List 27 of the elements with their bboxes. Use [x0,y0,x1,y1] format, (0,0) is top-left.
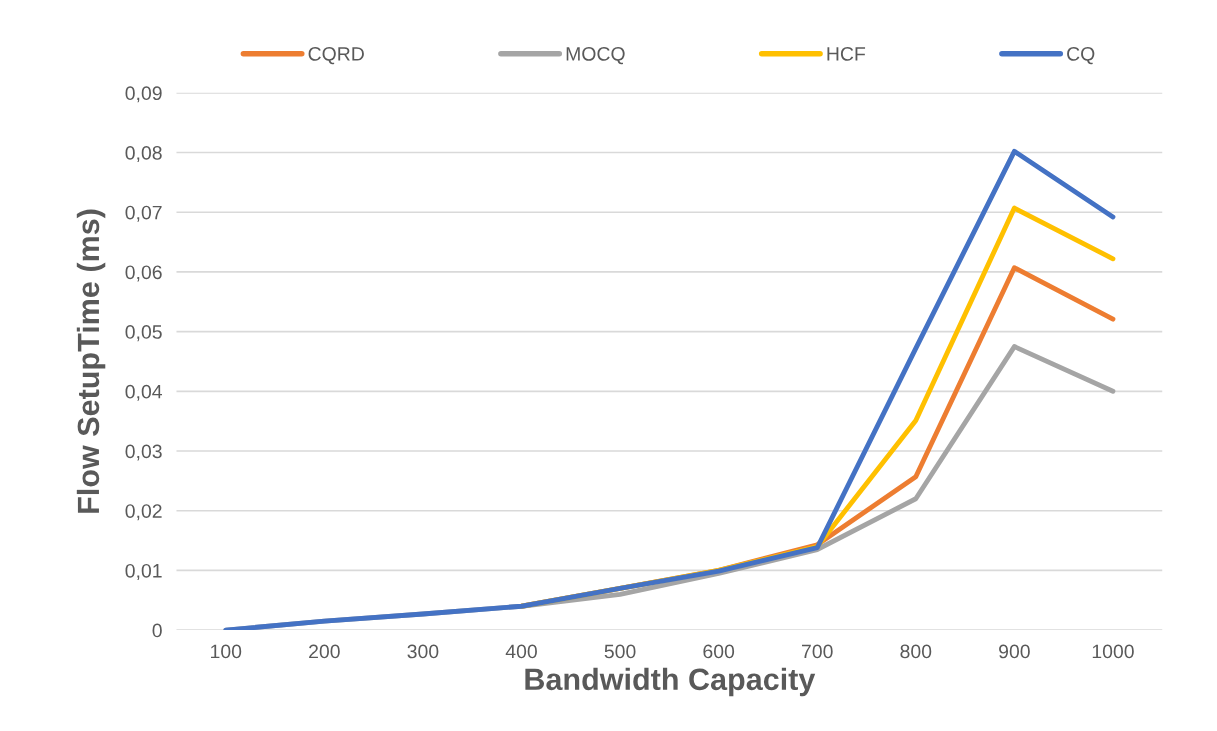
legend-label: HCF [827,46,866,61]
x-tick-label: 600 [703,644,735,659]
x-tick-label: 500 [604,644,636,659]
x-tick-label: 800 [900,644,932,659]
legend-label: CQRD [308,46,364,65]
line-series [223,148,1116,631]
x-tick-label: 1000 [1092,644,1134,659]
y-tick-label: 0,05 [125,325,162,342]
y-tick-label: 0,04 [125,384,163,401]
y-tick-label: 0,07 [125,205,162,222]
x-tick-label: 400 [505,644,537,659]
y-tick-label: 0,06 [125,265,162,282]
x-tick-label: 200 [309,644,340,659]
legend-label: MOCQ [566,46,625,65]
y-tick-label: 0 [152,623,162,638]
x-axis-title: Bandwidth Capacity [525,667,816,697]
y-tick-label: 0,08 [125,146,162,163]
x-tick-label: 300 [407,644,439,659]
y-tick-label: 0,09 [125,86,162,103]
y-axis-title: Flow SetupTime (ms) [76,209,106,513]
legend-label: CQ [1067,46,1095,65]
x-tick-label: 100 [211,644,242,659]
y-tick-label: 0,01 [125,563,162,580]
y-tick-label: 0,03 [125,444,162,461]
y-tick-label: 0,02 [125,504,162,521]
x-tick-label: 700 [801,644,833,659]
x-tick-label: 900 [999,644,1030,659]
